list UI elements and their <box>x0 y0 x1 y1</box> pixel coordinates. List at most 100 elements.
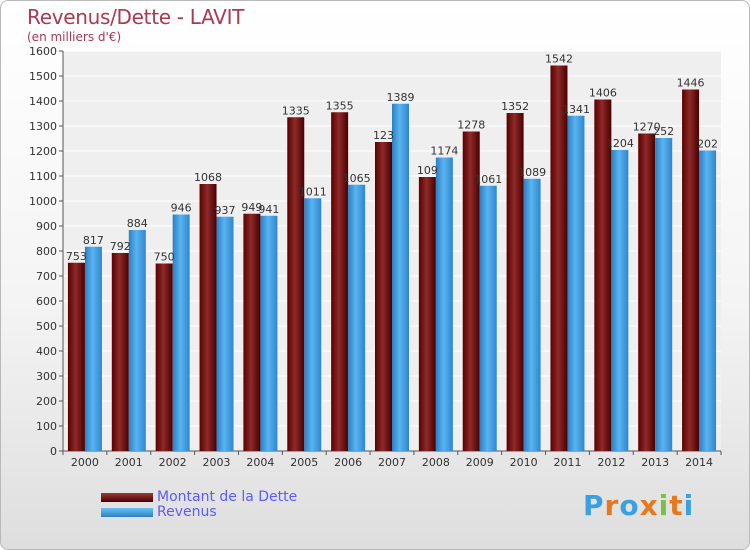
y-tick-label: 1000 <box>29 195 57 208</box>
y-tick-label: 200 <box>36 395 57 408</box>
x-tick-label: 2003 <box>203 456 231 469</box>
bar-dette <box>111 253 129 451</box>
data-label-dette: 792 <box>110 240 131 253</box>
y-tick-label: 1100 <box>29 170 57 183</box>
bar-revenus <box>523 178 541 451</box>
data-label-revenus: 884 <box>127 217 148 230</box>
bar-dette <box>199 184 217 451</box>
data-label-revenus: 1174 <box>430 145 458 158</box>
y-tick-label: 1400 <box>29 95 57 108</box>
data-label-dette: 1542 <box>545 53 573 66</box>
x-tick-label: 2012 <box>597 456 625 469</box>
y-tick-label: 100 <box>36 420 57 433</box>
bar-revenus <box>392 103 409 451</box>
data-label-dette: 1446 <box>677 77 705 90</box>
data-label-revenus: 1341 <box>562 103 590 116</box>
data-label-dette: 1068 <box>194 171 222 184</box>
data-label-revenus: 1089 <box>518 166 546 179</box>
y-tick-label: 1500 <box>29 70 57 83</box>
legend-swatch-revenus <box>101 507 153 517</box>
bar-dette <box>462 131 480 451</box>
bar-revenus <box>699 150 717 451</box>
bar-revenus <box>611 150 629 451</box>
legend-item-revenus: Revenus <box>101 504 217 520</box>
data-label-dette: 109 <box>417 164 438 177</box>
data-label-dette: 1278 <box>457 119 485 132</box>
y-tick-label: 900 <box>36 220 57 233</box>
bar-revenus <box>479 185 497 451</box>
bar-revenus <box>128 230 146 451</box>
bar-dette <box>375 142 392 451</box>
y-tick-label: 1200 <box>29 145 57 158</box>
x-tick-label: 2010 <box>510 456 538 469</box>
data-label-dette: 750 <box>154 251 175 264</box>
bar-dette <box>682 89 700 451</box>
bar-dette <box>287 117 305 451</box>
legend-item-dette: Montant de la Dette <box>101 489 297 505</box>
x-tick-label: 2001 <box>115 456 143 469</box>
x-tick-label: 2013 <box>641 456 669 469</box>
bar-dette <box>594 99 612 451</box>
bar-revenus <box>172 214 190 451</box>
bar-dette <box>331 112 349 451</box>
proxiti-logo: Proxiti <box>583 489 695 522</box>
data-label-revenus: 252 <box>653 125 674 138</box>
y-tick-label: 0 <box>50 445 57 458</box>
y-tick-label: 1300 <box>29 120 57 133</box>
data-label-dette: 753 <box>66 250 87 263</box>
data-label-revenus: 1065 <box>343 172 371 185</box>
legend-label-dette: Montant de la Dette <box>157 489 298 505</box>
data-label-dette: 1355 <box>326 99 354 112</box>
data-label-dette: 123 <box>373 129 394 142</box>
bar-revenus <box>655 138 673 451</box>
x-tick-label: 2008 <box>422 456 450 469</box>
data-label-dette: 1406 <box>589 87 617 100</box>
bar-dette <box>550 65 568 451</box>
chart-subtitle: (en milliers d'€) <box>27 30 122 44</box>
x-tick-label: 2009 <box>466 456 494 469</box>
bar-revenus <box>216 216 234 451</box>
data-label-dette: 1352 <box>501 100 529 113</box>
bar-dette <box>67 262 85 451</box>
data-label-dette: 1270 <box>633 121 661 134</box>
bar-revenus <box>304 198 322 451</box>
data-label-revenus: 1011 <box>299 185 327 198</box>
bar-revenus <box>348 184 366 451</box>
data-label-revenus: 1061 <box>474 173 502 186</box>
x-tick-label: 2006 <box>334 456 362 469</box>
x-tick-label: 2005 <box>290 456 318 469</box>
bar-dette <box>638 133 656 451</box>
x-tick-label: 2000 <box>71 456 99 469</box>
data-label-revenus: 1389 <box>387 91 415 104</box>
bar-revenus <box>84 246 102 451</box>
data-label-revenus: 202 <box>697 138 718 151</box>
y-tick-label: 500 <box>36 320 57 333</box>
bar-revenus <box>567 115 585 451</box>
legend-swatch-dette <box>101 492 153 502</box>
x-tick-label: 2011 <box>553 456 581 469</box>
data-label-revenus: 1204 <box>606 137 634 150</box>
data-label-revenus: 941 <box>258 203 279 216</box>
y-tick-label: 600 <box>36 295 57 308</box>
y-tick-label: 300 <box>36 370 57 383</box>
x-tick-label: 2007 <box>378 456 406 469</box>
data-label-revenus: 937 <box>215 204 236 217</box>
y-tick-label: 700 <box>36 270 57 283</box>
bar-revenus <box>435 157 453 451</box>
data-label-revenus: 946 <box>171 202 192 215</box>
x-tick-label: 2014 <box>685 456 713 469</box>
bar-dette <box>418 177 436 451</box>
y-tick-label: 400 <box>36 345 57 358</box>
bar-dette <box>243 213 261 451</box>
data-label-revenus: 817 <box>83 234 104 247</box>
data-label-dette: 1335 <box>282 104 310 117</box>
chart-title: Revenus/Dette - LAVIT <box>27 5 245 29</box>
bar-dette <box>155 263 173 451</box>
x-tick-label: 2004 <box>246 456 274 469</box>
bar-dette <box>506 113 524 451</box>
x-tick-label: 2002 <box>159 456 187 469</box>
legend-label-revenus: Revenus <box>157 504 217 520</box>
data-label-dette: 949 <box>241 201 262 214</box>
